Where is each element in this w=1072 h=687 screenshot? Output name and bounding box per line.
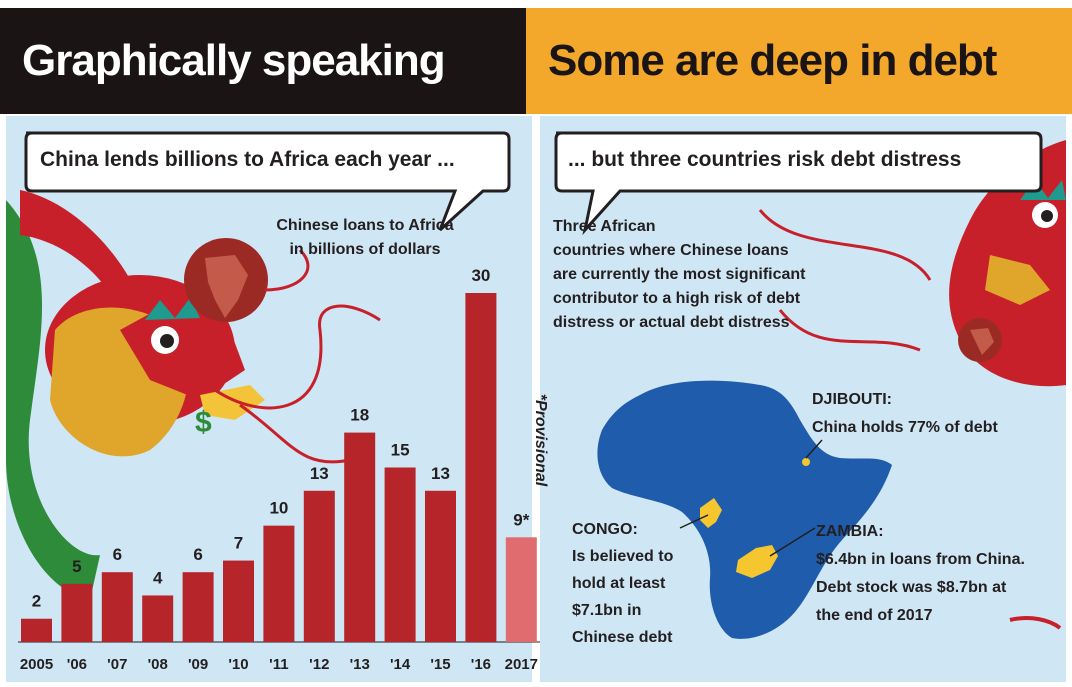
x-tick-label: 2017 (505, 656, 538, 673)
bar-12 (505, 537, 537, 642)
bar-value-label: 30 (471, 266, 490, 285)
zambia-text: $6.4bn in loans from China. (816, 551, 1025, 568)
provisional-note: *Provisional (532, 393, 549, 487)
bar-value-label: 10 (269, 499, 288, 518)
congo-highlight (700, 498, 722, 528)
congo-pointer (679, 514, 709, 529)
congo-text: Is believed to (572, 548, 674, 565)
djibouti-label: DJIBOUTI: (812, 391, 892, 408)
description-line: contributor to a high risk of debt (553, 290, 801, 307)
djibouti-highlight (802, 458, 810, 466)
bar-7 (303, 490, 335, 642)
bar-value-label: 13 (310, 464, 329, 483)
bar-value-label: 15 (391, 441, 410, 460)
x-tick-label: '14 (390, 656, 411, 673)
zambia-annotation: ZAMBIA: $6.4bn in loans from China. Debt… (816, 518, 1025, 630)
right-bubble-text: ... but three countries risk debt distre… (568, 148, 962, 171)
bar-value-label: 2 (32, 592, 41, 611)
x-tick-label: '09 (188, 656, 208, 673)
chart-title: Chinese loans to Africa in billions of d… (255, 214, 475, 262)
right-header: Some are deep in debt (526, 8, 1072, 114)
left-header-title: Graphically speaking (22, 36, 446, 85)
loans-bar-chart: 2 2005 5 '06 6 '07 4 '08 6 '09 7 '10 10 '11 13 '12 18 '13… (18, 266, 540, 673)
djibouti-pointer (805, 439, 823, 459)
x-tick-label: '12 (309, 656, 329, 673)
bar-0 (21, 618, 52, 642)
left-speech-bubble (24, 131, 511, 232)
bar-9 (384, 467, 416, 642)
djibouti-text: China holds 77% of debt (812, 419, 998, 436)
bar-4 (182, 572, 214, 642)
chart-title-line: in billions of dollars (289, 241, 441, 258)
globe-left-illustration (184, 238, 310, 322)
description-line: are currently the most significant (553, 266, 806, 283)
bar-value-label: 7 (234, 534, 243, 553)
bar-11 (465, 293, 497, 642)
dragon-left-illustration: $ (6, 190, 381, 600)
bar-value-label: 9* (513, 510, 529, 529)
x-tick-label: '10 (228, 656, 248, 673)
bar-6 (263, 525, 295, 642)
bar-10 (425, 490, 456, 642)
description-line: distress or actual debt distress (553, 314, 790, 331)
zambia-label: ZAMBIA: (816, 523, 884, 540)
right-header-title: Some are deep in debt (548, 36, 997, 85)
zambia-pointer (769, 527, 816, 557)
djibouti-annotation: DJIBOUTI: China holds 77% of debt (812, 386, 998, 442)
description-line: countries where Chinese loans (553, 242, 789, 259)
africa-map (597, 380, 892, 639)
bar-2 (101, 572, 133, 642)
x-tick-label: '16 (471, 656, 491, 673)
left-header: Graphically speaking (0, 8, 526, 114)
dragon-right-illustration (758, 140, 1066, 630)
description-line: Three African (553, 218, 656, 235)
right-speech-bubble (554, 131, 1043, 236)
congo-label: CONGO: (572, 521, 638, 538)
x-tick-label: '07 (107, 656, 127, 673)
bar-5 (223, 560, 254, 642)
bar-value-label: 5 (72, 557, 81, 576)
congo-text: hold at least (572, 575, 666, 592)
chart-title-line: Chinese loans to Africa (276, 217, 454, 234)
bar-value-label: 4 (153, 568, 163, 587)
debt-description: Three African countries where Chinese lo… (553, 215, 806, 335)
x-tick-label: '13 (350, 656, 370, 673)
bar-3 (142, 595, 174, 642)
x-tick-label: '08 (148, 656, 168, 673)
zambia-highlight (736, 545, 778, 578)
zambia-text: the end of 2017 (816, 607, 933, 624)
bar-value-label: 13 (431, 464, 450, 483)
x-tick-label: 2005 (20, 656, 53, 673)
congo-text: Chinese debt (572, 629, 673, 646)
bar-value-label: 18 (350, 406, 369, 425)
x-tick-label: '11 (269, 656, 288, 673)
congo-annotation: CONGO: Is believed to hold at least $7.1… (572, 516, 673, 651)
svg-text:$: $ (195, 406, 212, 439)
congo-text: $7.1bn in (572, 602, 642, 619)
bar-1 (61, 583, 93, 642)
x-tick-label: '15 (430, 656, 450, 673)
bar-value-label: 6 (113, 545, 122, 564)
bar-value-label: 6 (193, 545, 202, 564)
zambia-text: Debt stock was $8.7bn at (816, 579, 1007, 596)
x-tick-label: '06 (67, 656, 87, 673)
left-bubble-text: China lends billions to Africa each year… (40, 148, 455, 171)
bar-8 (344, 432, 376, 642)
